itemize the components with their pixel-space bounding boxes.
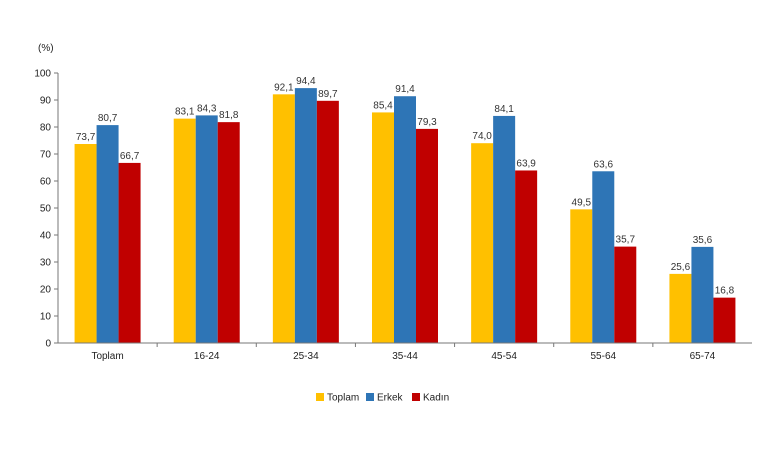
legend-swatch	[412, 393, 420, 401]
bar	[669, 273, 692, 343]
y-axis: 0 10 20 30 40 50 60 70 80 90 100	[34, 69, 58, 350]
axis-lines	[57, 73, 752, 344]
legend: Toplam Erkek Kadın	[316, 393, 449, 404]
data-label: 89,7	[318, 89, 338, 100]
data-label: 83,1	[175, 107, 195, 118]
data-label: 92,1	[274, 82, 294, 93]
bar	[217, 122, 240, 343]
data-label: 35,6	[693, 235, 713, 246]
x-tick-label: 45-54	[491, 351, 517, 362]
x-tick-label: 55-64	[590, 351, 616, 362]
bar	[713, 297, 736, 343]
bar	[74, 144, 97, 343]
legend-label: Kadın	[423, 393, 449, 404]
x-tick-label: 16-24	[194, 351, 220, 362]
data-label: 94,4	[296, 76, 316, 87]
bar	[493, 115, 516, 344]
data-label: 63,6	[594, 159, 614, 170]
data-label: 74,0	[472, 131, 492, 142]
y-tick-label: 50	[40, 204, 52, 215]
y-tick-label: 80	[40, 123, 52, 134]
data-label: 85,4	[373, 100, 393, 111]
y-axis-unit-label: (%)	[38, 43, 54, 54]
data-label: 80,7	[98, 113, 118, 124]
bar	[570, 209, 593, 343]
bar	[195, 115, 218, 343]
bar	[592, 171, 615, 343]
y-tick-label: 90	[40, 96, 52, 107]
data-label: 35,7	[616, 235, 636, 246]
x-tick-label: 35-44	[392, 351, 418, 362]
bar	[96, 125, 119, 343]
data-label: 25,6	[671, 262, 691, 273]
data-label: 79,3	[417, 117, 437, 128]
legend-label: Toplam	[327, 393, 359, 404]
data-label: 84,3	[197, 103, 217, 114]
bar	[173, 118, 196, 343]
y-tick-label: 40	[40, 231, 52, 242]
y-tick-label: 10	[40, 312, 52, 323]
legend-swatch	[366, 393, 374, 401]
data-label: 16,8	[715, 286, 735, 297]
legend-label: Erkek	[377, 393, 404, 404]
data-labels: 73,780,7 66,7 83,1 84,381,8 92,194,489,7 85,4…	[76, 76, 735, 297]
y-tick-label: 70	[40, 150, 52, 161]
bar	[372, 112, 394, 343]
data-label: 84,1	[494, 104, 514, 115]
data-label: 73,7	[76, 132, 96, 143]
bar	[294, 88, 317, 344]
data-label: 91,4	[395, 84, 415, 95]
y-tick-label: 60	[40, 177, 52, 188]
data-label: 63,9	[516, 158, 536, 169]
y-tick-label: 0	[45, 339, 51, 350]
bar	[394, 96, 416, 343]
bar	[614, 246, 637, 343]
legend-swatch	[316, 393, 324, 401]
x-tick-label: Toplam	[91, 351, 123, 362]
data-label: 66,7	[120, 151, 140, 162]
bars	[74, 88, 736, 344]
bar	[118, 162, 141, 343]
data-label: 81,8	[219, 110, 239, 121]
bar	[691, 246, 714, 343]
bar	[272, 94, 295, 343]
x-tick-label: 25-34	[293, 351, 319, 362]
y-tick-label: 30	[40, 258, 52, 269]
y-tick-label: 100	[34, 69, 51, 80]
bar	[416, 128, 438, 343]
bar	[515, 170, 538, 343]
bar	[316, 100, 339, 343]
y-tick-label: 20	[40, 285, 52, 296]
x-axis: Toplam 16-24 25-34 35-44 45-54 55-64 65-74	[91, 343, 716, 362]
x-tick-label: 65-74	[690, 351, 716, 362]
bar	[471, 143, 494, 343]
data-label: 49,5	[572, 197, 592, 208]
